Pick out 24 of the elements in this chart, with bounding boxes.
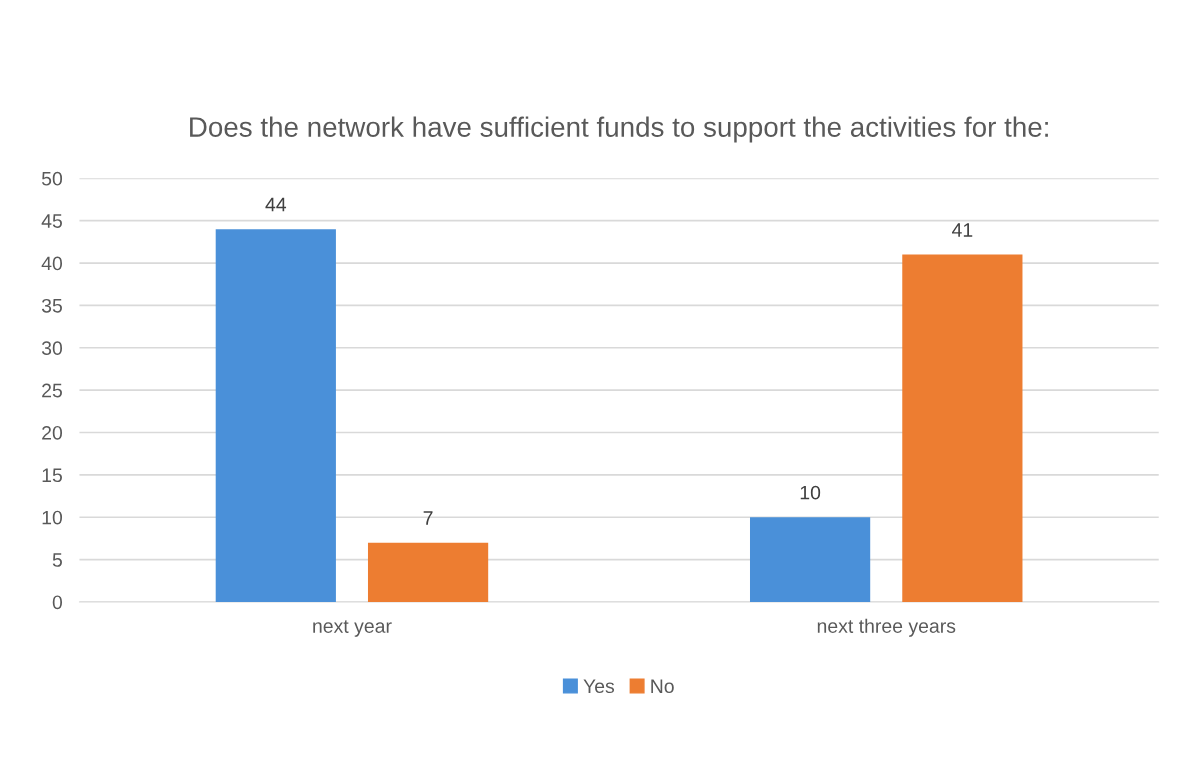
y-tick-label: 20 [42, 425, 63, 440]
x-tick-label: next three years [817, 618, 956, 637]
bar [902, 254, 1023, 602]
legend-label: No [651, 679, 674, 694]
y-tick-label: 35 [41, 298, 62, 313]
y-tick-label: 45 [41, 214, 62, 228]
y-tick-label: 50 [41, 171, 63, 186]
y-tick-label: 15 [42, 468, 62, 483]
bar [215, 229, 336, 602]
bar [367, 542, 489, 602]
data-label: 10 [800, 485, 821, 500]
data-label: 7 [423, 511, 433, 525]
legend-label: Yes [583, 679, 615, 694]
y-tick-label: 10 [42, 510, 63, 525]
data-label: 41 [952, 223, 973, 237]
y-tick-label: 30 [41, 341, 63, 356]
y-tick-label: 5 [52, 553, 62, 567]
y-tick-label: 25 [42, 383, 62, 398]
bar [749, 517, 871, 602]
x-tick-label: next year [313, 620, 392, 637]
data-label: 44 [265, 197, 287, 212]
y-tick-label: 0 [52, 595, 63, 610]
y-tick-label: 40 [41, 256, 63, 271]
chart-title: Does the network have sufficient funds to support the activities for the: [190, 116, 1048, 143]
